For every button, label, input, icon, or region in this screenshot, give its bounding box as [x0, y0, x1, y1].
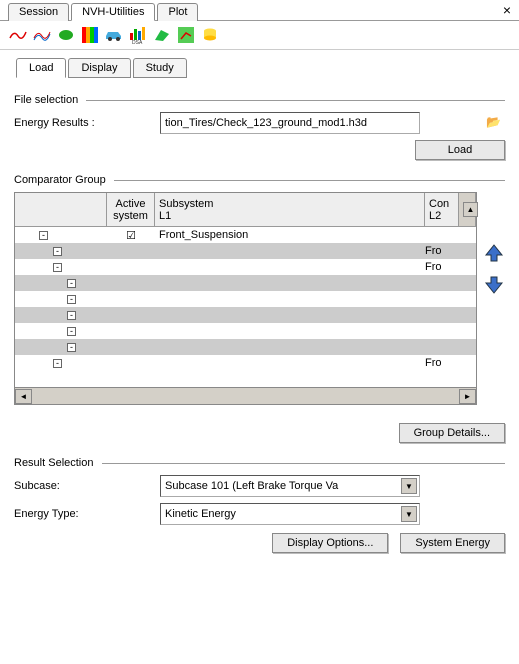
collapse-icon[interactable]: - [53, 359, 62, 368]
subtab-load[interactable]: Load [16, 58, 66, 78]
table-row[interactable]: - Fro [15, 243, 476, 259]
tool-curve-multi-icon[interactable] [32, 25, 52, 45]
subcase-dropdown[interactable]: Subcase 101 (Left Brake Torque Va▼ [160, 475, 420, 497]
energy-type-dropdown[interactable]: Kinetic Energy▼ [160, 503, 420, 525]
system-energy-button[interactable]: System Energy [400, 533, 505, 553]
tab-plot[interactable]: Plot [157, 3, 198, 21]
table-row[interactable]: - [15, 323, 476, 339]
move-down-icon[interactable] [483, 274, 505, 296]
move-up-icon[interactable] [483, 242, 505, 264]
con-cell: Fro [425, 261, 459, 273]
table-row[interactable]: - [15, 339, 476, 355]
tool-curve-red-icon[interactable] [8, 25, 28, 45]
close-icon[interactable]: × [503, 2, 511, 18]
svg-text:DSA: DSA [132, 40, 143, 44]
collapse-icon[interactable]: - [53, 263, 62, 272]
vscroll-up[interactable]: ▲ [459, 193, 476, 227]
group-details-button[interactable]: Group Details... [399, 423, 505, 443]
collapse-icon[interactable]: - [53, 247, 62, 256]
tool-chart-arrow-icon[interactable] [176, 25, 196, 45]
tool-green-oval-icon[interactable] [56, 25, 76, 45]
con-cell: Fro [425, 245, 459, 257]
comparator-legend: Comparator Group [14, 174, 106, 186]
active-checkbox[interactable]: ☑ [107, 229, 155, 242]
table-row[interactable]: - Fro [15, 259, 476, 275]
subsystem-cell: Front_Suspension [155, 229, 425, 241]
tool-car-icon[interactable] [104, 25, 124, 45]
collapse-icon[interactable]: - [67, 279, 76, 288]
tab-nvh-utilities[interactable]: NVH-Utilities [71, 3, 155, 21]
collapse-icon[interactable]: - [67, 343, 76, 352]
col-subsystem[interactable]: Subsystem L1 [155, 193, 425, 227]
comparator-grid[interactable]: Active system Subsystem L1 Con L2 ▲ -☑Fr… [14, 192, 477, 405]
energy-results-label: Energy Results : [14, 117, 154, 129]
subtab-study[interactable]: Study [133, 58, 187, 78]
tab-session[interactable]: Session [8, 3, 69, 21]
energy-type-label: Energy Type: [14, 508, 154, 520]
table-row[interactable]: - [15, 307, 476, 323]
table-row[interactable]: - [15, 291, 476, 307]
collapse-icon[interactable]: - [67, 327, 76, 336]
tool-green-sheet-icon[interactable] [152, 25, 172, 45]
collapse-icon[interactable]: - [67, 311, 76, 320]
con-cell: Fro [425, 357, 459, 369]
subcase-label: Subcase: [14, 480, 154, 492]
col-active[interactable]: Active system [107, 193, 155, 227]
open-file-icon[interactable]: 📂 [486, 115, 501, 129]
table-row[interactable]: - Fro [15, 355, 476, 371]
col-con[interactable]: Con L2 [425, 193, 459, 227]
tool-dsa-bars-icon[interactable]: DSA [128, 25, 148, 45]
subtab-display[interactable]: Display [68, 58, 130, 78]
tool-cylinder-icon[interactable] [200, 25, 220, 45]
hscroll-right[interactable]: ► [459, 389, 476, 404]
collapse-icon[interactable]: - [39, 231, 48, 240]
chevron-down-icon[interactable]: ▼ [401, 478, 417, 494]
tool-rainbow-square-icon[interactable] [80, 25, 100, 45]
display-options-button[interactable]: Display Options... [272, 533, 388, 553]
table-row[interactable]: - ☑Front_Suspension [15, 227, 476, 243]
toolbar: DSA [0, 21, 519, 50]
energy-results-input[interactable] [160, 112, 420, 134]
table-row[interactable]: - [15, 275, 476, 291]
load-button[interactable]: Load [415, 140, 505, 160]
collapse-icon[interactable]: - [67, 295, 76, 304]
chevron-down-icon[interactable]: ▼ [401, 506, 417, 522]
hscroll-left[interactable]: ◄ [15, 389, 32, 404]
result-selection-legend: Result Selection [14, 457, 94, 469]
file-selection-legend: File selection [14, 94, 78, 106]
